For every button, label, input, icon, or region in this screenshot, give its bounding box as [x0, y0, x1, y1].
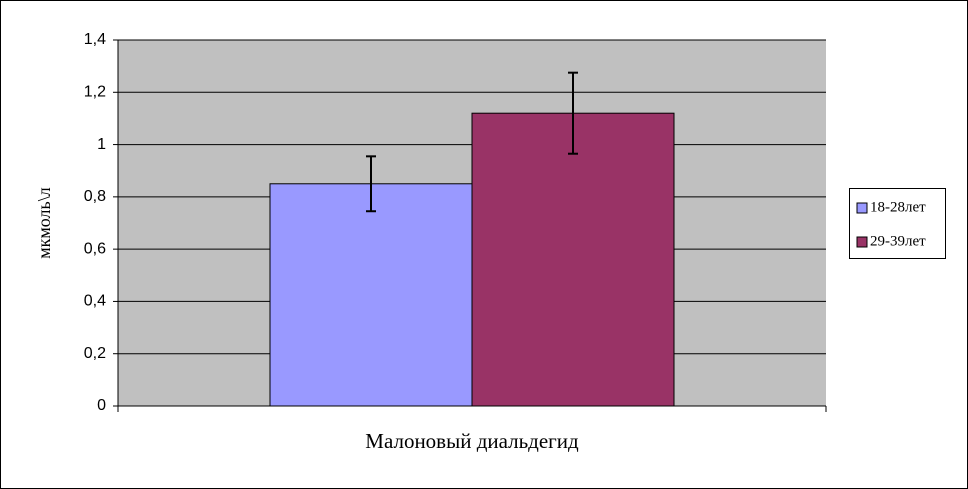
y-tick-label: 0,6 [84, 240, 106, 257]
legend-label: 18-28лет [870, 199, 926, 215]
legend-swatch [856, 202, 868, 214]
legend-label: 29-39лет [870, 233, 926, 249]
y-tick-label: 0 [97, 397, 106, 414]
error-bar [568, 71, 578, 155]
error-bar [366, 155, 376, 213]
y-axis-label: мкмоль\л [34, 187, 54, 258]
y-tick-label: 1,2 [84, 84, 106, 101]
bar [471, 112, 675, 407]
y-tick-label: 0,4 [84, 293, 106, 310]
y-tick-label: 1,4 [84, 31, 106, 48]
bar [269, 183, 473, 407]
legend-swatch [856, 236, 868, 248]
y-tick-label: 0,8 [84, 188, 106, 205]
x-tick-label: Малоновый диальдегид [365, 429, 579, 453]
y-tick-label: 1 [97, 136, 106, 153]
y-tick-label: 0,2 [84, 345, 106, 362]
